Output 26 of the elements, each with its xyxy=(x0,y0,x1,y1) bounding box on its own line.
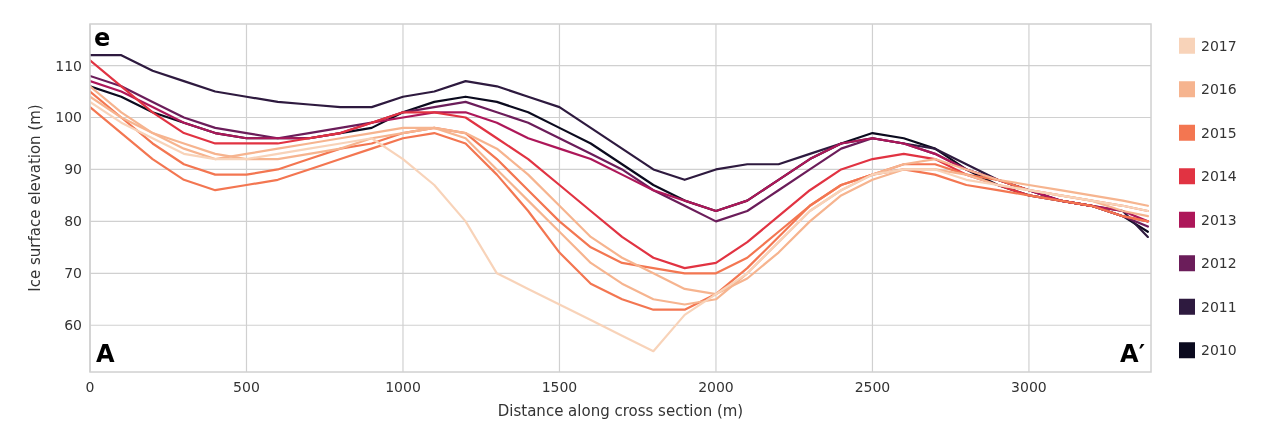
annotation: A xyxy=(96,340,115,368)
x-tick-label: 1000 xyxy=(385,379,421,395)
y-tick-label: 80 xyxy=(64,213,82,230)
x-tick-label: 1500 xyxy=(541,379,578,395)
legend-label: 2017 xyxy=(1201,37,1237,54)
legend-label: 2014 xyxy=(1201,168,1237,185)
y-tick-label: 60 xyxy=(64,317,82,334)
x-tick-label: 3000 xyxy=(1011,379,1047,395)
annotation: e xyxy=(94,24,111,52)
x-tick-label: 2500 xyxy=(854,379,891,395)
legend-label: 2012 xyxy=(1201,255,1237,272)
y-axis-title: Ice surface elevation (m) xyxy=(26,104,44,292)
y-tick-label: 90 xyxy=(64,161,82,178)
legend-label: 2010 xyxy=(1201,342,1237,359)
y-tick-label: 110 xyxy=(55,57,82,74)
x-axis-title: Distance along cross section (m) xyxy=(497,402,744,420)
legend-label: 2013 xyxy=(1201,211,1237,228)
x-tick-label: 500 xyxy=(233,379,260,395)
x-tick-label: 2000 xyxy=(698,379,734,395)
x-tick-label: 0 xyxy=(85,379,95,395)
annotation: A′ xyxy=(1120,340,1145,368)
legend-label: 2016 xyxy=(1201,81,1237,98)
y-tick-label: 70 xyxy=(64,265,82,282)
legend-label: 2011 xyxy=(1201,298,1237,315)
y-tick-label: 100 xyxy=(55,109,82,126)
legend-label: 2015 xyxy=(1201,124,1237,141)
